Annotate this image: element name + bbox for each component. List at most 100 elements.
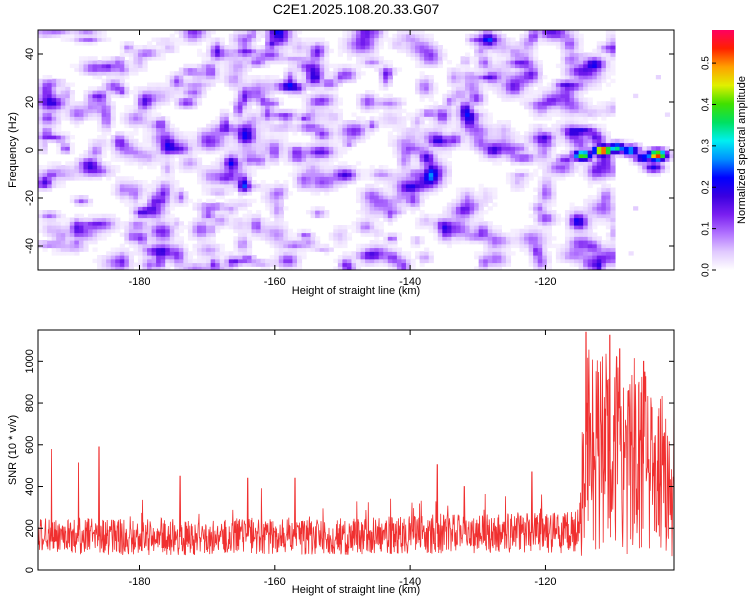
heatmap-cell: [455, 75, 462, 80]
heatmap-cell: [374, 187, 380, 192]
heatmap-cell: [310, 232, 316, 237]
heatmap-cell: [465, 217, 471, 222]
heatmap-cell: [578, 210, 584, 215]
heatmap-cell: [405, 161, 412, 166]
heatmap-cell: [106, 165, 112, 170]
heatmap-cell: [246, 78, 253, 84]
heatmap-cell: [387, 183, 393, 189]
heatmap-cell: [587, 210, 593, 215]
heatmap-cell: [637, 165, 643, 170]
heatmap-cell: [183, 75, 189, 80]
heatmap-cell: [424, 127, 430, 132]
heatmap-cell: [219, 123, 225, 129]
heatmap-cell: [301, 228, 307, 234]
heatmap-cell: [242, 142, 248, 147]
heatmap-cell: [151, 123, 157, 129]
heatmap-cell: [474, 191, 480, 196]
heatmap-cell: [228, 101, 234, 106]
heatmap-cell: [169, 183, 175, 189]
heatmap-cell: [560, 78, 566, 84]
heatmap-cell: [601, 213, 607, 219]
heatmap-cell: [360, 251, 366, 256]
heatmap-cell: [124, 135, 130, 140]
heatmap-cell: [469, 217, 475, 222]
heatmap-cell: [306, 168, 312, 174]
heatmap-cell: [310, 67, 316, 72]
heatmap-cell: [178, 142, 184, 147]
heatmap-cell: [378, 101, 384, 106]
heatmap-cell: [446, 210, 452, 215]
heatmap-cell: [124, 240, 130, 245]
heatmap-cell: [455, 90, 462, 95]
heatmap-cell: [69, 97, 75, 102]
heatmap-cell: [546, 161, 552, 166]
heatmap-cell: [224, 206, 230, 211]
heatmap-cell: [369, 255, 375, 260]
heatmap-cell: [237, 225, 244, 230]
heatmap-cell: [83, 165, 89, 170]
heatmap-cell: [287, 247, 293, 252]
heatmap-cell: [147, 138, 153, 144]
heatmap-cell: [169, 191, 175, 196]
heatmap-cell: [587, 262, 593, 267]
heatmap-cell: [269, 255, 275, 260]
heatmap-cell: [319, 138, 325, 144]
heatmap-cell: [469, 240, 475, 245]
heatmap-cell: [69, 116, 75, 121]
heatmap-cell: [301, 78, 307, 84]
heatmap-cell: [560, 165, 566, 170]
heatmap-cell: [356, 168, 362, 174]
heatmap-cell: [542, 221, 548, 226]
heatmap-cell: [405, 131, 412, 136]
heatmap-cell: [483, 135, 489, 140]
heatmap-cell: [69, 251, 75, 256]
heatmap-cell: [292, 266, 298, 270]
heatmap-cell: [137, 150, 144, 155]
heatmap-cell: [378, 210, 384, 215]
heatmap-cell: [56, 150, 62, 155]
heatmap-cell: [524, 180, 530, 185]
heatmap-cell: [592, 206, 598, 211]
heatmap-cell: [524, 138, 530, 144]
heatmap-cell: [369, 228, 375, 234]
heatmap-cell: [374, 258, 380, 264]
heatmap-cell: [237, 123, 244, 129]
heatmap-cell: [228, 221, 234, 226]
heatmap-cell: [97, 75, 103, 80]
heatmap-cell: [306, 97, 312, 102]
heatmap-cell: [206, 142, 212, 147]
heatmap-cell: [210, 251, 216, 256]
heatmap-cell: [165, 221, 171, 226]
heatmap-cell: [333, 101, 339, 106]
heatmap-cell: [246, 236, 253, 241]
heatmap-cell: [197, 146, 203, 151]
heatmap-cell: [197, 82, 203, 87]
heatmap-cell: [528, 131, 534, 136]
heatmap-cell: [301, 172, 307, 177]
heatmap-cell: [424, 251, 430, 256]
heatmap-cell: [192, 105, 198, 110]
heatmap-cell: [569, 165, 575, 170]
heatmap-cell: [78, 213, 85, 219]
heatmap-cell: [596, 206, 602, 211]
heatmap-cell: [574, 138, 580, 144]
heatmap-cell: [169, 135, 175, 140]
heatmap-cell: [396, 187, 403, 192]
heatmap-cell: [360, 135, 366, 140]
heatmap-cell: [296, 247, 303, 252]
heatmap-cell: [337, 183, 343, 189]
heatmap-cell: [319, 180, 325, 185]
heatmap-cell: [419, 71, 425, 76]
heatmap-cell: [546, 191, 552, 196]
heatmap-cell: [333, 86, 339, 91]
heatmap-cell: [415, 187, 421, 192]
heatmap-cell: [292, 183, 298, 189]
heatmap-cell: [156, 176, 162, 181]
heatmap-cell: [583, 228, 589, 234]
heatmap-cell: [260, 120, 266, 125]
heatmap-cell: [369, 93, 375, 99]
heatmap-cell: [583, 101, 589, 106]
heatmap-cell: [419, 217, 425, 222]
heatmap-cell: [483, 108, 489, 114]
heatmap-cell: [337, 161, 343, 166]
